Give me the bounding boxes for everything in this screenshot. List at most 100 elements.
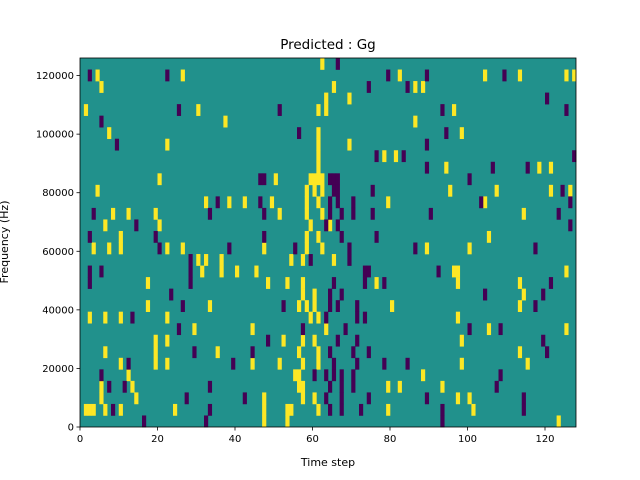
heatmap-cell-high (83, 104, 89, 116)
heatmap-cell-high (320, 207, 325, 220)
heatmap-cell-low (339, 403, 344, 416)
heatmap-cell-high (568, 184, 573, 197)
heatmap-cell-low (328, 346, 333, 359)
heatmap-cell-low (568, 219, 573, 232)
heatmap-cell-high (103, 219, 108, 232)
heatmap-cell-low (494, 380, 499, 393)
heatmap-cell-low (126, 357, 131, 370)
heatmap-cell-low (351, 369, 356, 382)
heatmap-cell-high (304, 230, 309, 243)
heatmap-cell-low (188, 254, 193, 266)
axes-frame (79, 57, 577, 428)
heatmap-cell-high (254, 265, 259, 278)
heatmap-cell-high (173, 403, 178, 416)
heatmap-cell-high (312, 288, 317, 301)
heatmap-cell-high (300, 277, 306, 289)
heatmap-cell-low (521, 403, 526, 416)
heatmap-cell-high (382, 150, 387, 163)
heatmap-cell-low (87, 265, 92, 278)
heatmap-cell-low (204, 415, 209, 428)
heatmap-cell-high (219, 254, 224, 266)
heatmap-cell-high (548, 161, 554, 174)
heatmap-cell-high (157, 219, 162, 232)
heatmap-cell-low (339, 369, 344, 382)
heatmap-cell-low (467, 323, 472, 336)
heatmap-cell-low (328, 207, 333, 220)
heatmap-cell-high (103, 311, 108, 324)
heatmap-cell-high (324, 92, 329, 105)
heatmap-cell-low (331, 369, 337, 382)
heatmap-cell-high (297, 369, 302, 382)
heatmap-cell-low (556, 207, 561, 220)
heatmap-cell-high (421, 81, 426, 93)
heatmap-cell-high (111, 207, 116, 220)
heatmap-cell-high (180, 242, 185, 255)
heatmap-cell-high (455, 392, 461, 405)
heatmap-cell-high (126, 369, 131, 382)
heatmap-cell-high (467, 392, 472, 405)
heatmap-cell-high (192, 323, 197, 336)
heatmap-cell-low (355, 311, 360, 324)
heatmap-cell-low (502, 69, 507, 82)
heatmap-cell-high (196, 254, 201, 266)
heatmap-cell-low (490, 161, 495, 174)
y-tick-label: 120000 (36, 71, 74, 82)
heatmap-cell-low (142, 415, 147, 428)
heatmap-cell-high (320, 242, 325, 255)
heatmap-cell-high (312, 392, 317, 405)
heatmap-cell-low (568, 196, 573, 209)
heatmap-cell-low (312, 369, 317, 382)
heatmap-cell-low (498, 369, 503, 382)
heatmap-cell-high (312, 184, 317, 197)
heatmap-cell-low (258, 173, 263, 186)
heatmap-cell-high (153, 357, 158, 370)
heatmap-cell-high (300, 254, 306, 266)
y-axis: 0 20000 40000 60000 80000 100000 120000 (36, 71, 80, 434)
heatmap-cell-low (359, 403, 364, 416)
heatmap-cell-high (316, 230, 321, 243)
heatmap-cell-high (200, 265, 205, 278)
heatmap-cell-high (281, 334, 286, 347)
heatmap-cells (83, 58, 577, 428)
heatmap-cell-high (107, 242, 112, 255)
heatmap-cell-high (486, 230, 492, 243)
heatmap-cell-high (455, 311, 461, 324)
heatmap-cell-low (405, 81, 410, 93)
heatmap-cell-high (95, 69, 100, 82)
heatmap-cell-low (548, 277, 554, 289)
heatmap-cell-low (308, 254, 313, 266)
heatmap-cell-low (428, 207, 433, 220)
heatmap-cell-low (374, 230, 379, 243)
heatmap-cell-low (157, 242, 162, 255)
heatmap-cell-high (316, 357, 321, 370)
heatmap-cell-low (424, 138, 430, 151)
heatmap-cell-low (436, 265, 441, 278)
heatmap-cell-high (219, 265, 224, 278)
heatmap-cell-high (293, 369, 298, 382)
heatmap-cell-low (114, 138, 120, 151)
heatmap-cell-low (328, 196, 333, 209)
heatmap-cell-high (223, 115, 228, 128)
heatmap-cell-low (343, 323, 348, 336)
heatmap-cell-low (335, 196, 340, 209)
heatmap-cell-high (204, 196, 209, 209)
heatmap-cell-high (103, 403, 108, 416)
heatmap-cell-low (324, 311, 329, 324)
heatmap-cell-high (165, 242, 170, 255)
heatmap-cell-high (304, 184, 309, 197)
heatmap-cell-high (413, 81, 418, 93)
heatmap-cell-low (250, 346, 255, 359)
heatmap-cell-high (459, 334, 464, 347)
heatmap-cell-low (366, 265, 371, 278)
heatmap-cell-high (459, 357, 464, 370)
heatmap-cell-high (262, 392, 267, 405)
heatmap-cell-high (494, 184, 499, 197)
heatmap-cell-low (331, 173, 337, 186)
heatmap-cell-low (479, 196, 484, 209)
heatmap-cell-high (564, 323, 569, 336)
heatmap-cell-high (328, 219, 333, 232)
heatmap-cell-low (467, 173, 472, 186)
heatmap-cell-high (285, 415, 290, 428)
heatmap-cell-low (366, 392, 371, 405)
heatmap-cell-low (335, 300, 340, 312)
